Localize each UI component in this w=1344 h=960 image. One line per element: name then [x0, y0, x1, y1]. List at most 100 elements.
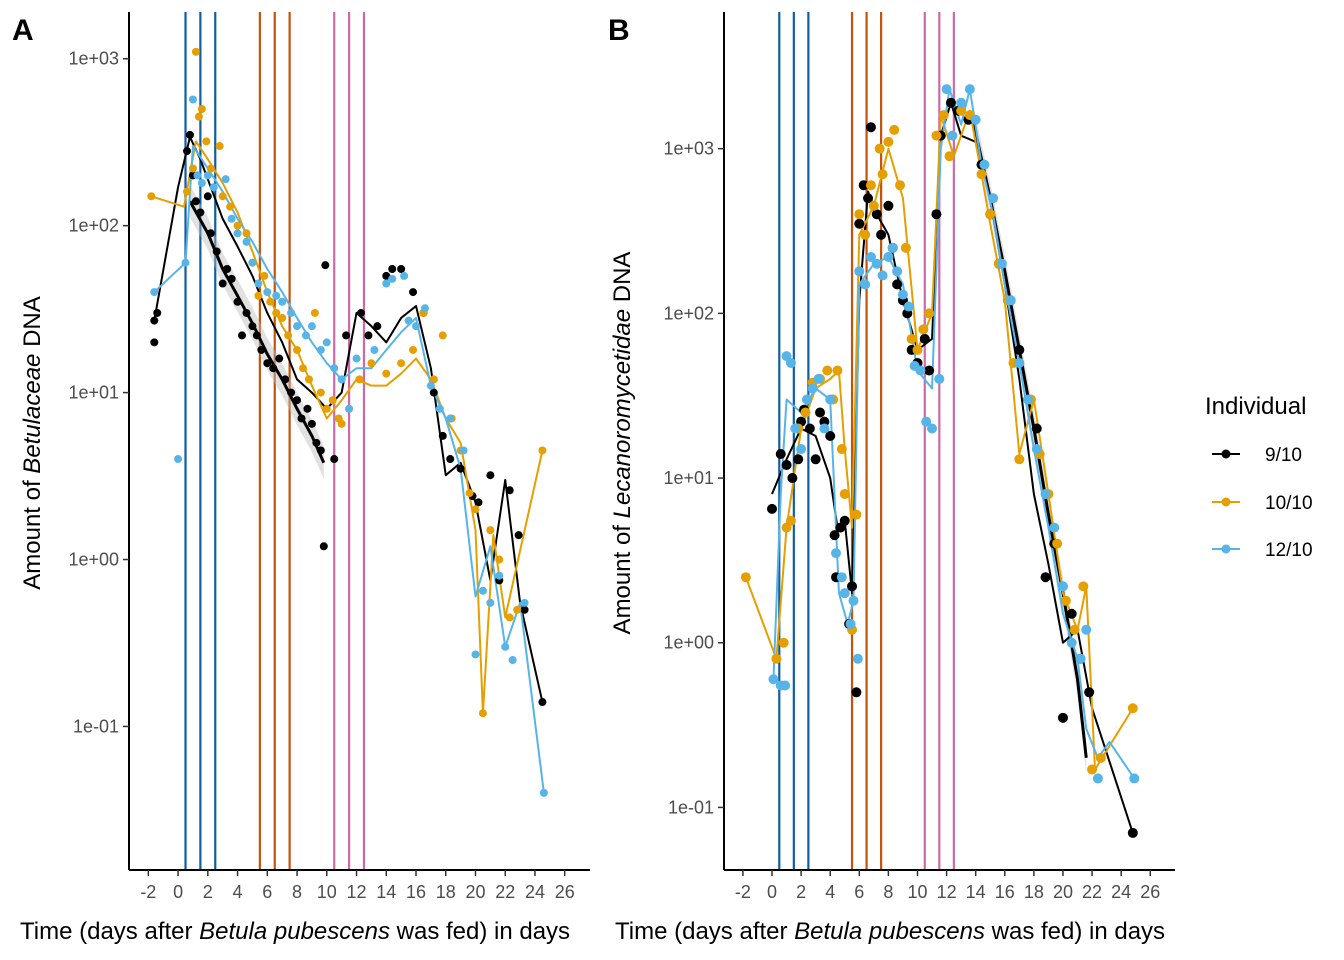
panel-a-point-12-10-4 [193, 171, 202, 180]
legend-title: Individual [1205, 393, 1306, 420]
panel-b-point-10-10-9 [822, 365, 833, 376]
panel-b-point-9-10-36 [945, 97, 956, 108]
panel-a-point-10-10-36 [429, 375, 438, 384]
panel-a-y-tick-label-3: 1e+02 [68, 216, 119, 236]
panel-a-point-9-10-8 [203, 192, 212, 201]
panel-a-point-10-10-28 [337, 419, 346, 428]
panel-a-x-tick-label-7: 12 [347, 882, 367, 902]
panel-a-point-9-10-25 [293, 396, 302, 405]
panel-b-point-12-10-22 [877, 270, 888, 281]
panel-a-point-10-10-46 [513, 605, 522, 614]
panel-a-point-9-10-4 [185, 130, 194, 139]
panel-a-point-12-10-14 [263, 288, 272, 297]
panel-b-point-9-10-21 [863, 193, 874, 204]
panel-b-point-12-10-33 [941, 84, 952, 95]
panel-b-point-10-10-46 [1069, 624, 1080, 635]
panel-a-point-10-10-2 [188, 164, 197, 173]
panel-a-point-10-10-31 [367, 359, 376, 368]
panel-b-line-9-10-0 [771, 101, 1134, 834]
panel-a-point-9-10-43 [429, 388, 438, 397]
panel-b-point-10-10-35 [976, 169, 987, 180]
panel-a-x-tick-label-5: 8 [292, 882, 302, 902]
panel-b-point-12-10-20 [865, 251, 876, 262]
panel-a-point-12-10-8 [221, 175, 230, 184]
panel-a-label: A [12, 14, 34, 47]
panel-b-point-9-10-3 [787, 473, 798, 484]
panel-b-points [740, 84, 1140, 838]
panel-a-x-axis-title: Time (days after Betula pubescens was fe… [20, 918, 570, 945]
panel-b-point-10-10-31 [938, 110, 949, 121]
panel-a-point-9-10-41 [409, 288, 418, 297]
panel-a-xlabel-prefix: Time (days after [20, 918, 199, 945]
panel-a-point-10-10-8 [215, 142, 224, 151]
panel-b-point-12-10-31 [927, 423, 938, 434]
panel-a-point-9-10-33 [330, 455, 339, 464]
panel-b-point-10-10-11 [832, 365, 843, 376]
panel-b-point-12-10-5 [790, 423, 801, 434]
panel-b-point-10-10-12 [836, 444, 847, 455]
panel-a-point-9-10-18 [252, 331, 261, 340]
panel-b-x-tick-label-8: 14 [966, 882, 986, 902]
panel-a-point-12-10-24 [337, 375, 346, 384]
panel-a-point-10-10-30 [355, 375, 364, 384]
panel-b-y-tick-label-0: 1e-01 [668, 797, 714, 817]
panel-b-point-9-10-33 [924, 365, 935, 376]
panel-a-point-12-10-45 [539, 788, 548, 797]
panel-a-vlines [184, 12, 366, 870]
panel-b-point-12-10-34 [947, 130, 958, 141]
legend-entry-9-10[interactable]: 9/10 [1212, 445, 1302, 466]
panel-a-point-9-10-48 [474, 498, 483, 507]
panel-b-x-tick-label-3: 4 [825, 882, 835, 902]
panel-a-point-12-10-22 [322, 338, 331, 347]
panel-b-point-10-10-22 [883, 136, 894, 147]
panel-a-point-9-10-15 [238, 331, 247, 340]
legend-entry-12-10[interactable]: 12/10 [1212, 540, 1313, 561]
panel-a-point-10-10-22 [304, 375, 313, 384]
panel-b-point-10-10-27 [912, 344, 923, 355]
panel-b-point-12-10-32 [934, 373, 945, 384]
legend-label-9-10: 9/10 [1265, 445, 1302, 466]
panel-b-point-12-10-47 [1057, 581, 1068, 592]
panel-b-point-9-10-20 [858, 180, 869, 191]
panel-b-point-12-10-35 [956, 97, 967, 108]
panel-b-point-10-10-19 [868, 200, 879, 211]
panel-a-point-10-10-33 [397, 359, 406, 368]
panel-a-point-10-10-7 [206, 164, 215, 173]
panel-b-ylabel-italic: Lecanoromycetidae [609, 309, 636, 518]
panel-b-point-9-10-9 [815, 407, 826, 418]
panel-a-points [147, 47, 548, 797]
legend-entry-10-10[interactable]: 10/10 [1212, 493, 1313, 514]
panel-a-point-12-10-25 [345, 404, 354, 413]
panel-b-x-tick-label-2: 2 [796, 882, 806, 902]
panel-b-x-tick-label-5: 8 [883, 882, 893, 902]
panel-b-point-12-10-2 [780, 680, 791, 691]
panel-a-point-9-10-36 [364, 331, 373, 340]
panel-b-x-tick-label-6: 10 [907, 882, 927, 902]
panel-b-point-10-10-44 [1052, 538, 1063, 549]
legend-label-10-10: 10/10 [1265, 493, 1313, 514]
panel-a-point-12-10-9 [227, 214, 236, 223]
panel-a-point-9-10-22 [275, 354, 284, 363]
panel-b-point-12-10-49 [1075, 653, 1086, 664]
panel-b-point-12-10-12 [831, 548, 842, 559]
panel-b-x-tick-label-14: 26 [1140, 882, 1160, 902]
panel-b-point-10-10-24 [895, 180, 906, 191]
panel-a-point-12-10-43 [508, 656, 517, 665]
panel-a-point-10-10-32 [382, 369, 391, 378]
panel-b-point-9-10-17 [847, 581, 858, 592]
panel-a-point-12-10-23 [330, 364, 339, 373]
panel-a-point-10-10-44 [495, 555, 504, 564]
panel-a-point-10-10-37 [438, 331, 447, 340]
panel-b-point-12-10-11 [825, 394, 836, 405]
panel-b-label: B [608, 14, 630, 47]
panel-a-point-9-10-38 [382, 271, 391, 280]
panel-a-x-tick-label-6: 10 [317, 882, 337, 902]
panel-b-point-9-10-52 [1127, 827, 1138, 838]
panel-b-point-12-10-30 [921, 416, 932, 427]
panel-b-point-12-10-16 [848, 595, 859, 606]
panel-b-xlabel-prefix: Time (days after [615, 918, 794, 945]
panel-a-point-9-10-39 [388, 265, 397, 274]
panel-a-point-9-10-3 [182, 147, 191, 156]
panel-b-x-tick-label-4: 6 [854, 882, 864, 902]
panel-a-point-12-10-19 [301, 331, 310, 340]
